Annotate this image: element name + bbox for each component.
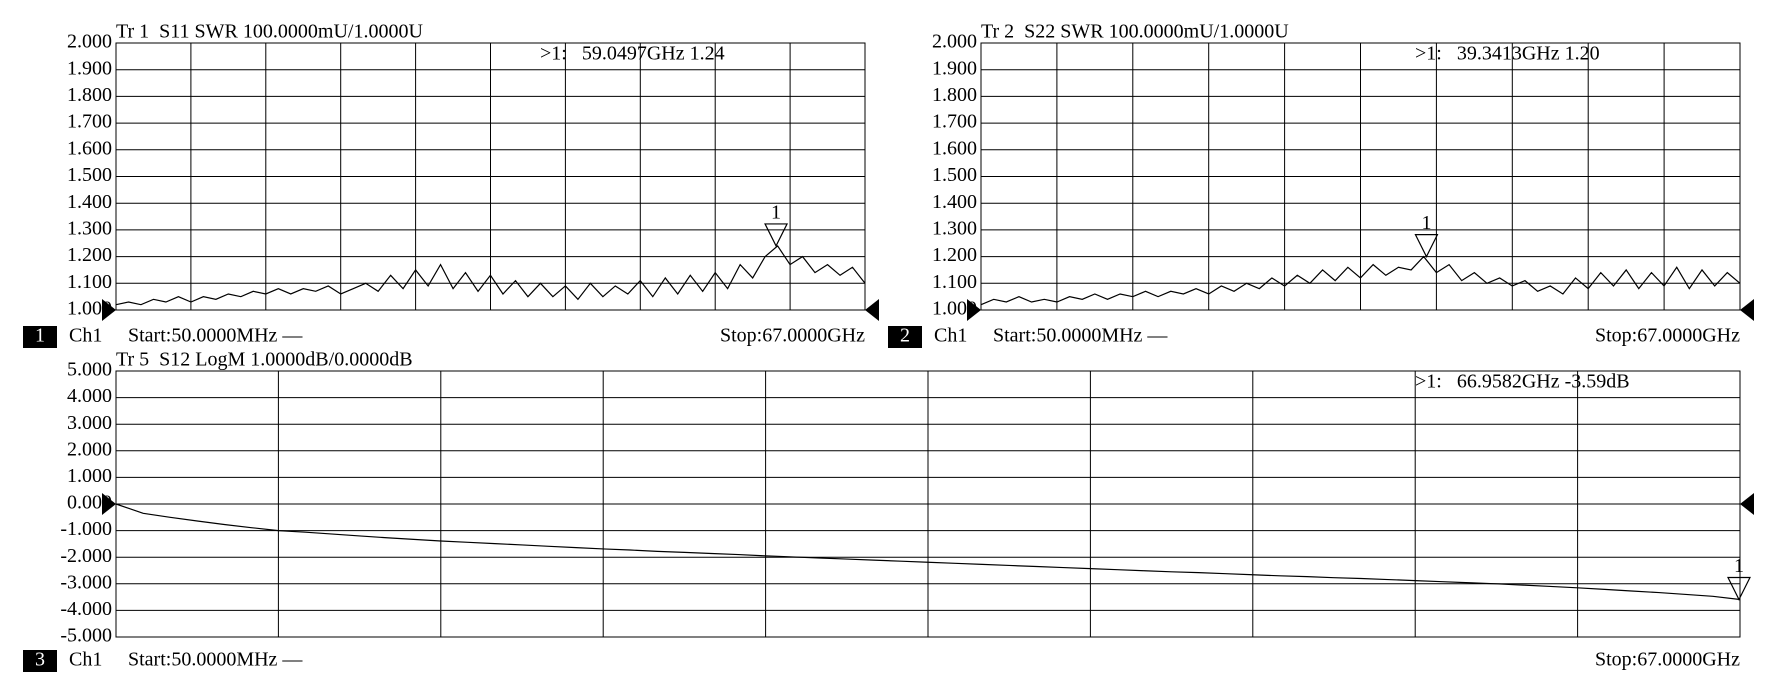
y-tick-label: 1.500 bbox=[67, 164, 112, 186]
y-tick-label: 1.500 bbox=[932, 164, 977, 186]
y-tick-label: 1.700 bbox=[67, 111, 112, 133]
reference-marker-left bbox=[102, 299, 116, 321]
reference-marker-right bbox=[1740, 299, 1754, 321]
y-tick-label: 1.200 bbox=[67, 244, 112, 266]
stop-label: Stop:67.0000GHz bbox=[1595, 649, 1740, 671]
trace-title: Tr 5 S12 LogM 1.0000dB/0.0000dB bbox=[116, 349, 413, 371]
y-tick-label: -3.000 bbox=[60, 571, 112, 593]
y-tick-label: -2.000 bbox=[60, 545, 112, 567]
y-tick-label: 1.100 bbox=[932, 271, 977, 293]
reference-marker-left bbox=[102, 493, 116, 515]
marker-label: 1 bbox=[771, 202, 781, 224]
y-tick-label: -1.000 bbox=[60, 518, 112, 540]
y-tick-label: 1.300 bbox=[932, 217, 977, 239]
y-tick-label: 2.000 bbox=[932, 31, 977, 53]
trace bbox=[115, 245, 866, 306]
marker-triangle bbox=[1727, 576, 1751, 601]
y-tick-label: 1.200 bbox=[932, 244, 977, 266]
y-tick-label: -5.000 bbox=[60, 625, 112, 647]
reference-marker-right bbox=[865, 299, 879, 321]
channel-box bbox=[23, 326, 57, 348]
y-tick-label: 4.000 bbox=[67, 385, 112, 407]
marker-readout: >1: 59.0497GHz 1.24 bbox=[540, 43, 725, 65]
trace bbox=[980, 255, 1741, 306]
y-tick-label: 0.000 bbox=[67, 492, 112, 514]
y-tick-label: -4.000 bbox=[60, 598, 112, 620]
marker-label: 1 bbox=[1734, 555, 1744, 577]
channel-name: Ch1 bbox=[69, 325, 102, 347]
y-tick-label: 1.900 bbox=[932, 57, 977, 79]
y-tick-label: 1.000 bbox=[67, 465, 112, 487]
trace-title: Tr 1 S11 SWR 100.0000mU/1.0000U bbox=[116, 21, 423, 43]
channel-box bbox=[23, 650, 57, 672]
y-tick-label: 1.400 bbox=[932, 191, 977, 213]
reference-marker-right bbox=[1740, 493, 1754, 515]
channel-number: 2 bbox=[900, 325, 910, 347]
y-tick-label: 1.300 bbox=[67, 217, 112, 239]
y-tick-label: 1.800 bbox=[67, 84, 112, 106]
start-label: Start:50.0000MHz — bbox=[128, 325, 303, 347]
y-tick-label: 1.600 bbox=[67, 137, 112, 159]
y-tick-label: 5.000 bbox=[67, 359, 112, 381]
marker-readout: >1: 39.3413GHz 1.20 bbox=[1415, 43, 1600, 65]
y-tick-label: 1.900 bbox=[67, 57, 112, 79]
stop-label: Stop:67.0000GHz bbox=[1595, 325, 1740, 347]
channel-number: 1 bbox=[35, 325, 45, 347]
start-label: Start:50.0000MHz — bbox=[128, 649, 303, 671]
y-tick-label: 1.000 bbox=[932, 298, 977, 320]
trace-title: Tr 2 S22 SWR 100.0000mU/1.0000U bbox=[981, 21, 1289, 43]
y-tick-label: 1.400 bbox=[67, 191, 112, 213]
reference-marker-left bbox=[967, 299, 981, 321]
channel-name: Ch1 bbox=[934, 325, 967, 347]
start-label: Start:50.0000MHz — bbox=[993, 325, 1168, 347]
y-tick-label: 1.700 bbox=[932, 111, 977, 133]
y-tick-label: 1.000 bbox=[67, 298, 112, 320]
marker-triangle bbox=[764, 223, 789, 248]
marker-triangle bbox=[1414, 234, 1439, 258]
stop-label: Stop:67.0000GHz bbox=[720, 325, 865, 347]
channel-number: 3 bbox=[35, 649, 45, 671]
y-tick-label: 2.000 bbox=[67, 31, 112, 53]
y-tick-label: 1.800 bbox=[932, 84, 977, 106]
marker-readout: >1: 66.9582GHz -3.59dB bbox=[1415, 371, 1630, 393]
y-tick-label: 1.100 bbox=[67, 271, 112, 293]
y-tick-label: 1.600 bbox=[932, 137, 977, 159]
channel-name: Ch1 bbox=[69, 649, 102, 671]
y-tick-label: 3.000 bbox=[67, 412, 112, 434]
marker-label: 1 bbox=[1421, 212, 1431, 234]
trace bbox=[115, 503, 1741, 601]
channel-box bbox=[888, 326, 922, 348]
y-tick-label: 2.000 bbox=[67, 438, 112, 460]
